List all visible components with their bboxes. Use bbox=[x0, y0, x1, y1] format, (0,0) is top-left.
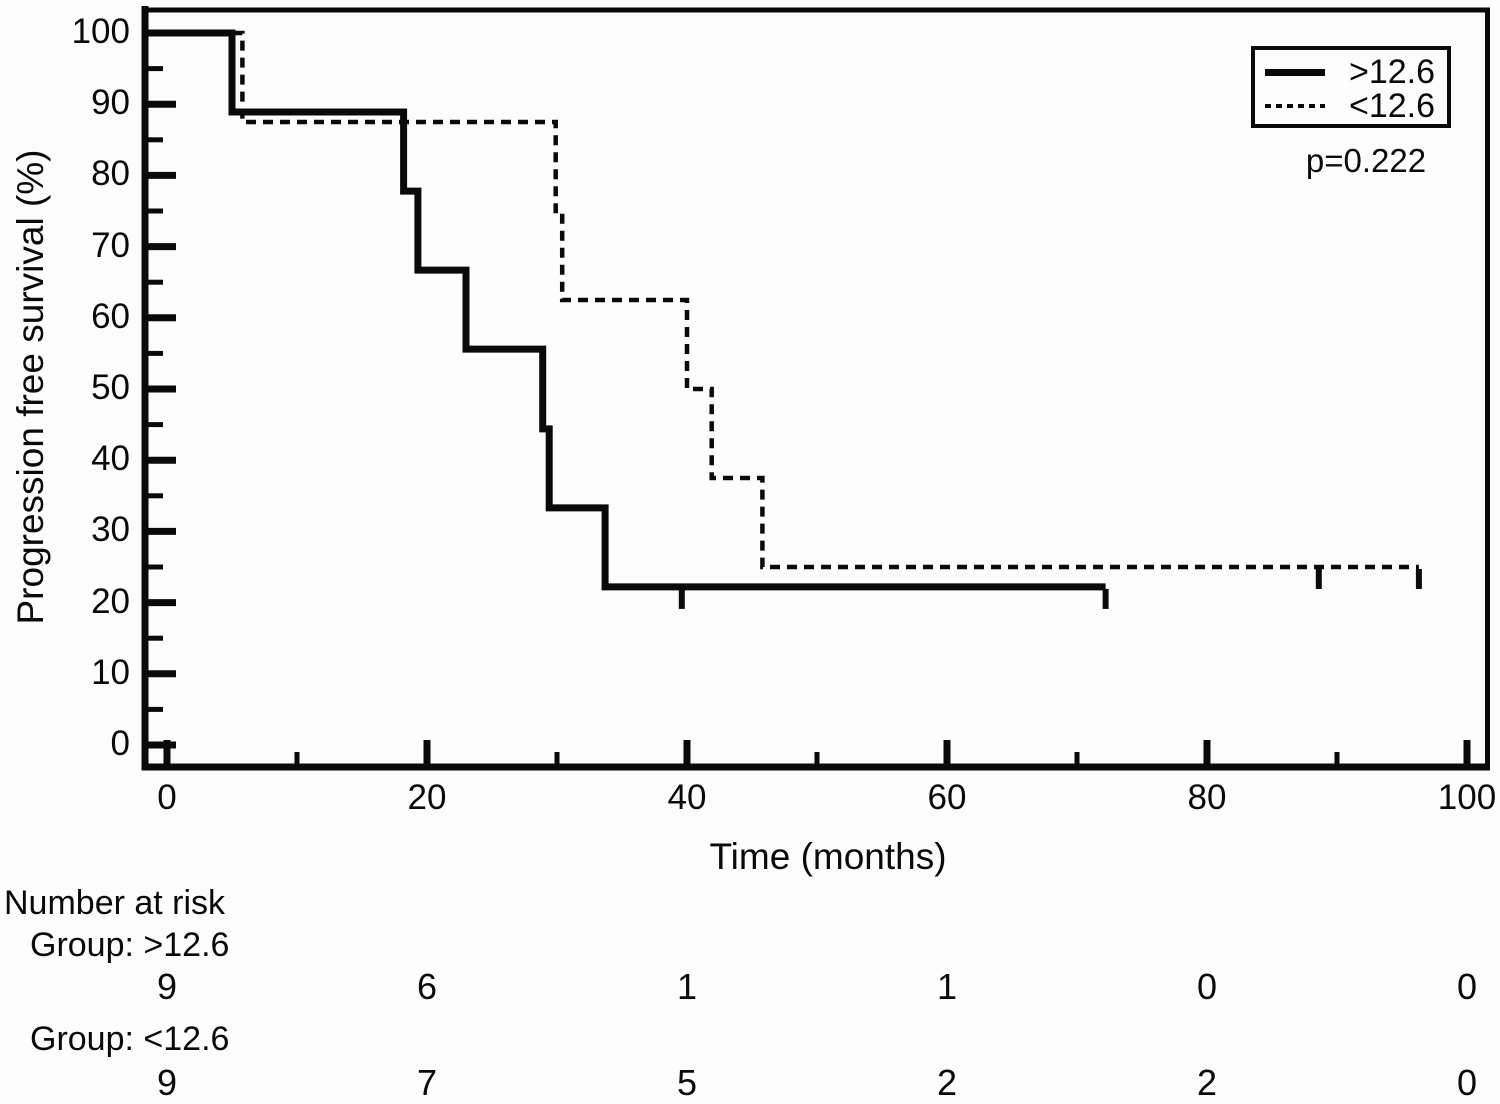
risk-group-label-gt12-6: Group: >12.6 bbox=[30, 926, 230, 964]
risk-count: 5 bbox=[676, 1062, 698, 1103]
y-tick-label: 30 bbox=[91, 510, 130, 550]
x-axis-title: Time (months) bbox=[709, 836, 947, 877]
dashed-line-sample bbox=[1265, 104, 1325, 108]
solid-line-sample bbox=[1265, 68, 1325, 76]
risk-count: 7 bbox=[416, 1062, 438, 1103]
y-tick-label: 80 bbox=[91, 154, 130, 194]
risk-count: 1 bbox=[936, 966, 958, 1007]
risk-count: 0 bbox=[1456, 966, 1478, 1007]
risk-count: 2 bbox=[936, 1062, 958, 1103]
y-tick-label: 20 bbox=[91, 581, 130, 621]
risk-count: 9 bbox=[156, 966, 178, 1007]
x-tick-label: 80 bbox=[1187, 778, 1227, 817]
risk-count: 2 bbox=[1196, 1062, 1218, 1103]
risk-count: 6 bbox=[416, 966, 438, 1007]
y-tick-label: 70 bbox=[91, 225, 130, 265]
y-tick-label: 0 bbox=[110, 724, 130, 763]
legend-item-gt12-6: >12.6 bbox=[1265, 55, 1435, 89]
x-tick-label: 60 bbox=[927, 778, 967, 817]
legend: >12.6 <12.6 bbox=[1251, 46, 1451, 128]
y-tick-label: 50 bbox=[91, 368, 130, 407]
y-tick-label: 90 bbox=[91, 83, 130, 123]
y-tick-label: 100 bbox=[71, 12, 130, 51]
x-tick-label: 100 bbox=[1437, 778, 1497, 817]
legend-label-lt12-6: <12.6 bbox=[1348, 87, 1435, 125]
legend-label-gt12-6: >12.6 bbox=[1348, 53, 1435, 91]
y-tick-label: 60 bbox=[91, 296, 130, 336]
x-tick-label: 0 bbox=[157, 778, 177, 817]
risk-count: 0 bbox=[1456, 1062, 1478, 1103]
legend-item-lt12-6: <12.6 bbox=[1265, 89, 1435, 123]
risk-group-label-lt12-6: Group: <12.6 bbox=[30, 1020, 230, 1058]
x-tick-label: 40 bbox=[667, 778, 707, 817]
risk-table-title: Number at risk bbox=[4, 884, 226, 922]
risk-count: 9 bbox=[156, 1062, 178, 1103]
y-tick-label: 40 bbox=[91, 439, 130, 479]
x-tick-label: 20 bbox=[407, 778, 447, 817]
km-curve-solid-gt12-6 bbox=[148, 29, 1106, 591]
risk-count: 0 bbox=[1196, 966, 1218, 1007]
risk-count: 1 bbox=[676, 966, 698, 1007]
p-value-annotation: p=0.222 bbox=[1305, 142, 1427, 179]
y-tick-label: 10 bbox=[91, 652, 130, 692]
